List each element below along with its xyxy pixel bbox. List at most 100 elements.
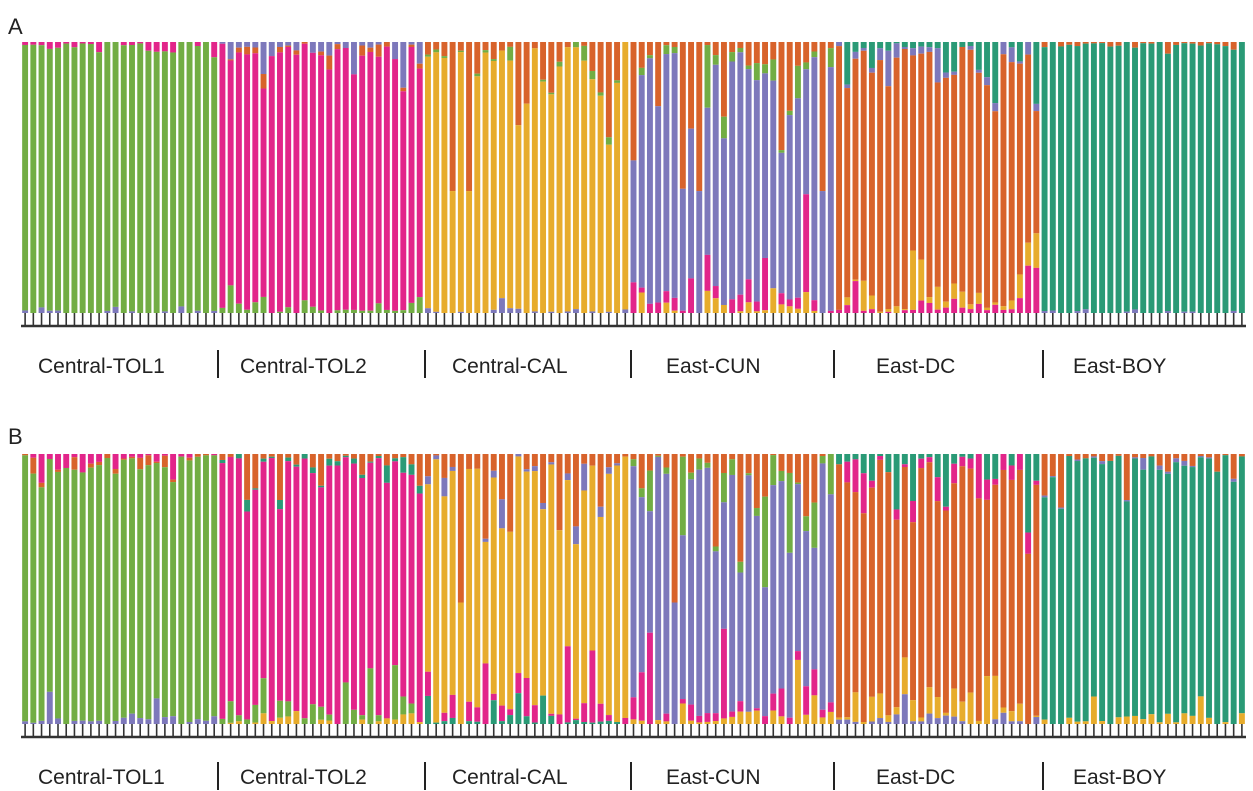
bar-segment-orange bbox=[951, 483, 958, 689]
bar-segment-yellow bbox=[663, 721, 670, 724]
bar-segment-orange bbox=[1140, 454, 1147, 459]
bar-segment-purple bbox=[548, 462, 555, 465]
bar-segment-purple bbox=[441, 477, 448, 497]
bar-segment-orange bbox=[729, 42, 736, 53]
bar-segment-magenta bbox=[449, 694, 456, 718]
bar-segment-green bbox=[318, 706, 325, 720]
bar-segment-orange bbox=[1197, 454, 1204, 456]
bar-segment-teal bbox=[572, 720, 579, 724]
bar-segment-teal bbox=[992, 454, 999, 479]
bar-segment-purple bbox=[1000, 42, 1007, 55]
bar-segment-orange bbox=[655, 42, 662, 107]
bar-segment-orange bbox=[1016, 63, 1023, 275]
bar-segment-magenta bbox=[622, 717, 629, 724]
bar-segment-purple bbox=[392, 42, 399, 60]
bar-segment-green bbox=[38, 45, 45, 308]
bar-segment-magenta bbox=[219, 463, 226, 719]
bar-segment-magenta bbox=[235, 52, 242, 304]
bar-segment-yellow bbox=[474, 468, 481, 708]
bar-segment-orange bbox=[457, 42, 464, 51]
bar-segment-purple bbox=[901, 46, 908, 49]
bar-segment-magenta bbox=[260, 88, 267, 297]
bar-segment-yellow bbox=[597, 95, 604, 313]
bar-segment-magenta bbox=[729, 299, 736, 313]
bar-segment-orange bbox=[975, 72, 982, 293]
bar-segment-orange bbox=[1115, 454, 1122, 456]
bar-segment-magenta bbox=[959, 456, 966, 467]
bar-segment-orange bbox=[745, 454, 752, 474]
bar-segment-orange bbox=[540, 42, 547, 80]
bar-segment-orange bbox=[318, 51, 325, 56]
bar-segment-orange bbox=[293, 454, 300, 465]
bar-segment-magenta bbox=[737, 701, 744, 712]
bar-segment-purple bbox=[38, 720, 45, 724]
bar-segment-orange bbox=[161, 455, 168, 468]
bar-segment-orange bbox=[1214, 42, 1221, 45]
bar-segment-yellow bbox=[704, 290, 711, 313]
bar-segment-magenta bbox=[30, 454, 37, 458]
bar-segment-green bbox=[425, 54, 431, 57]
bar-segment-green bbox=[688, 472, 695, 480]
bar-segment-green bbox=[540, 79, 547, 82]
bar-segment-green bbox=[30, 44, 37, 313]
bar-segment-magenta bbox=[984, 479, 990, 500]
bar-segment-magenta bbox=[293, 54, 300, 314]
bar-segment-yellow bbox=[778, 304, 785, 313]
bar-segment-purple bbox=[696, 469, 703, 716]
bar-segment-teal bbox=[1058, 46, 1064, 313]
bar-segment-orange bbox=[523, 454, 530, 470]
bar-segment-magenta bbox=[811, 300, 818, 311]
bar-segment-orange bbox=[515, 42, 522, 126]
bar-segment-magenta bbox=[79, 42, 86, 44]
bar-segment-green bbox=[38, 487, 45, 721]
bar-segment-teal bbox=[466, 721, 473, 724]
bar-segment-magenta bbox=[959, 307, 966, 313]
bar-segment-purple bbox=[959, 721, 966, 724]
bar-segment-purple bbox=[433, 311, 440, 313]
bar-segment-green bbox=[827, 454, 834, 495]
bar-segment-green bbox=[572, 42, 579, 48]
bar-segment-purple bbox=[975, 69, 982, 73]
bar-segment-green bbox=[178, 42, 185, 307]
bar-segment-green bbox=[392, 310, 399, 313]
bar-segment-teal bbox=[1033, 454, 1040, 481]
bar-segment-purple bbox=[794, 98, 801, 298]
bar-segment-orange bbox=[235, 47, 242, 53]
bar-segment-purple bbox=[720, 502, 727, 629]
bar-segment-teal bbox=[951, 454, 958, 464]
bar-segment-magenta bbox=[482, 663, 489, 724]
bar-segment-orange bbox=[548, 454, 555, 463]
bar-segment-green bbox=[203, 42, 209, 313]
bar-segment-magenta bbox=[967, 309, 974, 313]
bar-segment-orange bbox=[671, 454, 678, 603]
bar-segment-purple bbox=[1090, 456, 1097, 458]
bar-segment-teal bbox=[1164, 473, 1171, 714]
bar-segment-purple bbox=[1033, 103, 1040, 112]
bar-segment-orange bbox=[277, 454, 283, 500]
bar-segment-purple bbox=[992, 103, 999, 112]
bar-segment-yellow bbox=[466, 468, 473, 702]
bar-segment-teal bbox=[1082, 458, 1089, 722]
bar-segment-yellow bbox=[605, 473, 612, 716]
bar-segment-orange bbox=[285, 45, 292, 47]
bar-segment-teal bbox=[235, 454, 242, 459]
bar-segment-green bbox=[301, 718, 308, 724]
bar-segment-purple bbox=[1016, 61, 1023, 64]
bar-segment-orange bbox=[301, 42, 308, 44]
bar-segment-green bbox=[737, 47, 744, 53]
bar-segment-orange bbox=[1206, 454, 1212, 458]
bar-segment-orange bbox=[868, 72, 875, 296]
bar-segment-purple bbox=[499, 298, 505, 313]
bar-segment-purple bbox=[55, 310, 61, 313]
bar-segment-teal bbox=[1189, 43, 1196, 312]
bar-segment-teal bbox=[507, 715, 514, 724]
bar-segment-green bbox=[605, 137, 612, 145]
bar-segment-magenta bbox=[474, 707, 481, 722]
bar-segment-yellow bbox=[1099, 721, 1106, 724]
bar-segment-purple bbox=[655, 456, 662, 721]
bar-segment-magenta bbox=[318, 487, 325, 707]
bar-segment-orange bbox=[367, 454, 374, 462]
bar-segment-green bbox=[597, 92, 604, 96]
bar-segment-orange bbox=[720, 454, 727, 473]
bar-segment-orange bbox=[1033, 484, 1040, 716]
